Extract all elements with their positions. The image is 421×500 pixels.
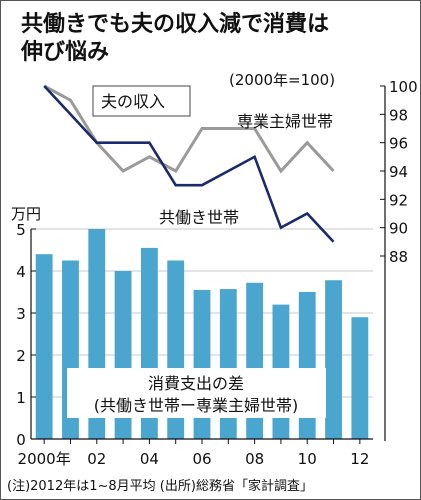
left-tick-label-1: 1 [16,389,26,407]
right-axis-ticks: 88 90 92 94 96 98 100 [380,78,418,266]
x-tick-label-06: 06 [192,450,211,468]
line-layer [43,84,335,243]
right-tick-label-88: 88 [389,248,408,266]
right-tick-label-98: 98 [389,106,408,124]
right-tick-label-94: 94 [389,163,408,181]
bar-11 [325,280,342,439]
series-line-single-income [43,84,335,174]
left-tick-label-0: 0 [16,431,26,449]
bar-label-box: 消費支出の差 (共働き世帯ー専業主婦世帯) [67,368,326,418]
x-tick-label-04: 04 [140,450,159,468]
series-label-dual-income: 共働き世帯 [159,208,239,227]
chart-title-line2: 伸び悩み [20,40,109,65]
bar-2000 [35,254,53,439]
left-axis-unit: 万円 [11,205,41,223]
x-tick-label-08: 08 [245,450,264,468]
right-axis-label: (2000年=100) [229,71,335,89]
source-note: (注)2012年は1~8月平均 (出所)総務省「家計調査」 [7,478,313,494]
chart-title-line1: 共働きでも夫の収入減で消費は [21,11,329,37]
bar-12 [351,317,369,439]
right-tick-label-96: 96 [389,135,408,153]
index-panel-label-box: 夫の収入 [92,85,191,117]
left-tick-label-2: 2 [16,347,26,365]
bar-series-label: 消費支出の差 [148,374,244,393]
right-tick-label-100: 100 [389,78,418,96]
bar-series-subtitle: (共働き世帯ー専業主婦世帯) [94,396,299,415]
index-panel-label: 夫の収入 [101,92,165,111]
x-tick-label-02: 02 [87,450,106,468]
series-line-dual-income [43,85,335,243]
left-tick-label-3: 3 [16,305,26,323]
series-label-single-income: 専業主婦世帯 [237,112,333,131]
x-tick-label-10: 10 [298,450,317,468]
x-tick-label-12: 12 [350,450,369,468]
index-panel-label-frame [92,85,191,117]
bar-label-frame [67,368,326,418]
right-tick-label-90: 90 [389,220,408,238]
right-tick-label-92: 92 [389,191,408,209]
x-tick-label-2000: 2000年 [18,450,71,468]
x-axis-ticks: 2000年 02 04 06 08 10 12 [18,439,369,468]
left-tick-label-4: 4 [16,263,26,281]
left-axis-ticks: 0 1 2 3 4 5 [16,221,36,449]
left-tick-label-5: 5 [16,221,26,239]
